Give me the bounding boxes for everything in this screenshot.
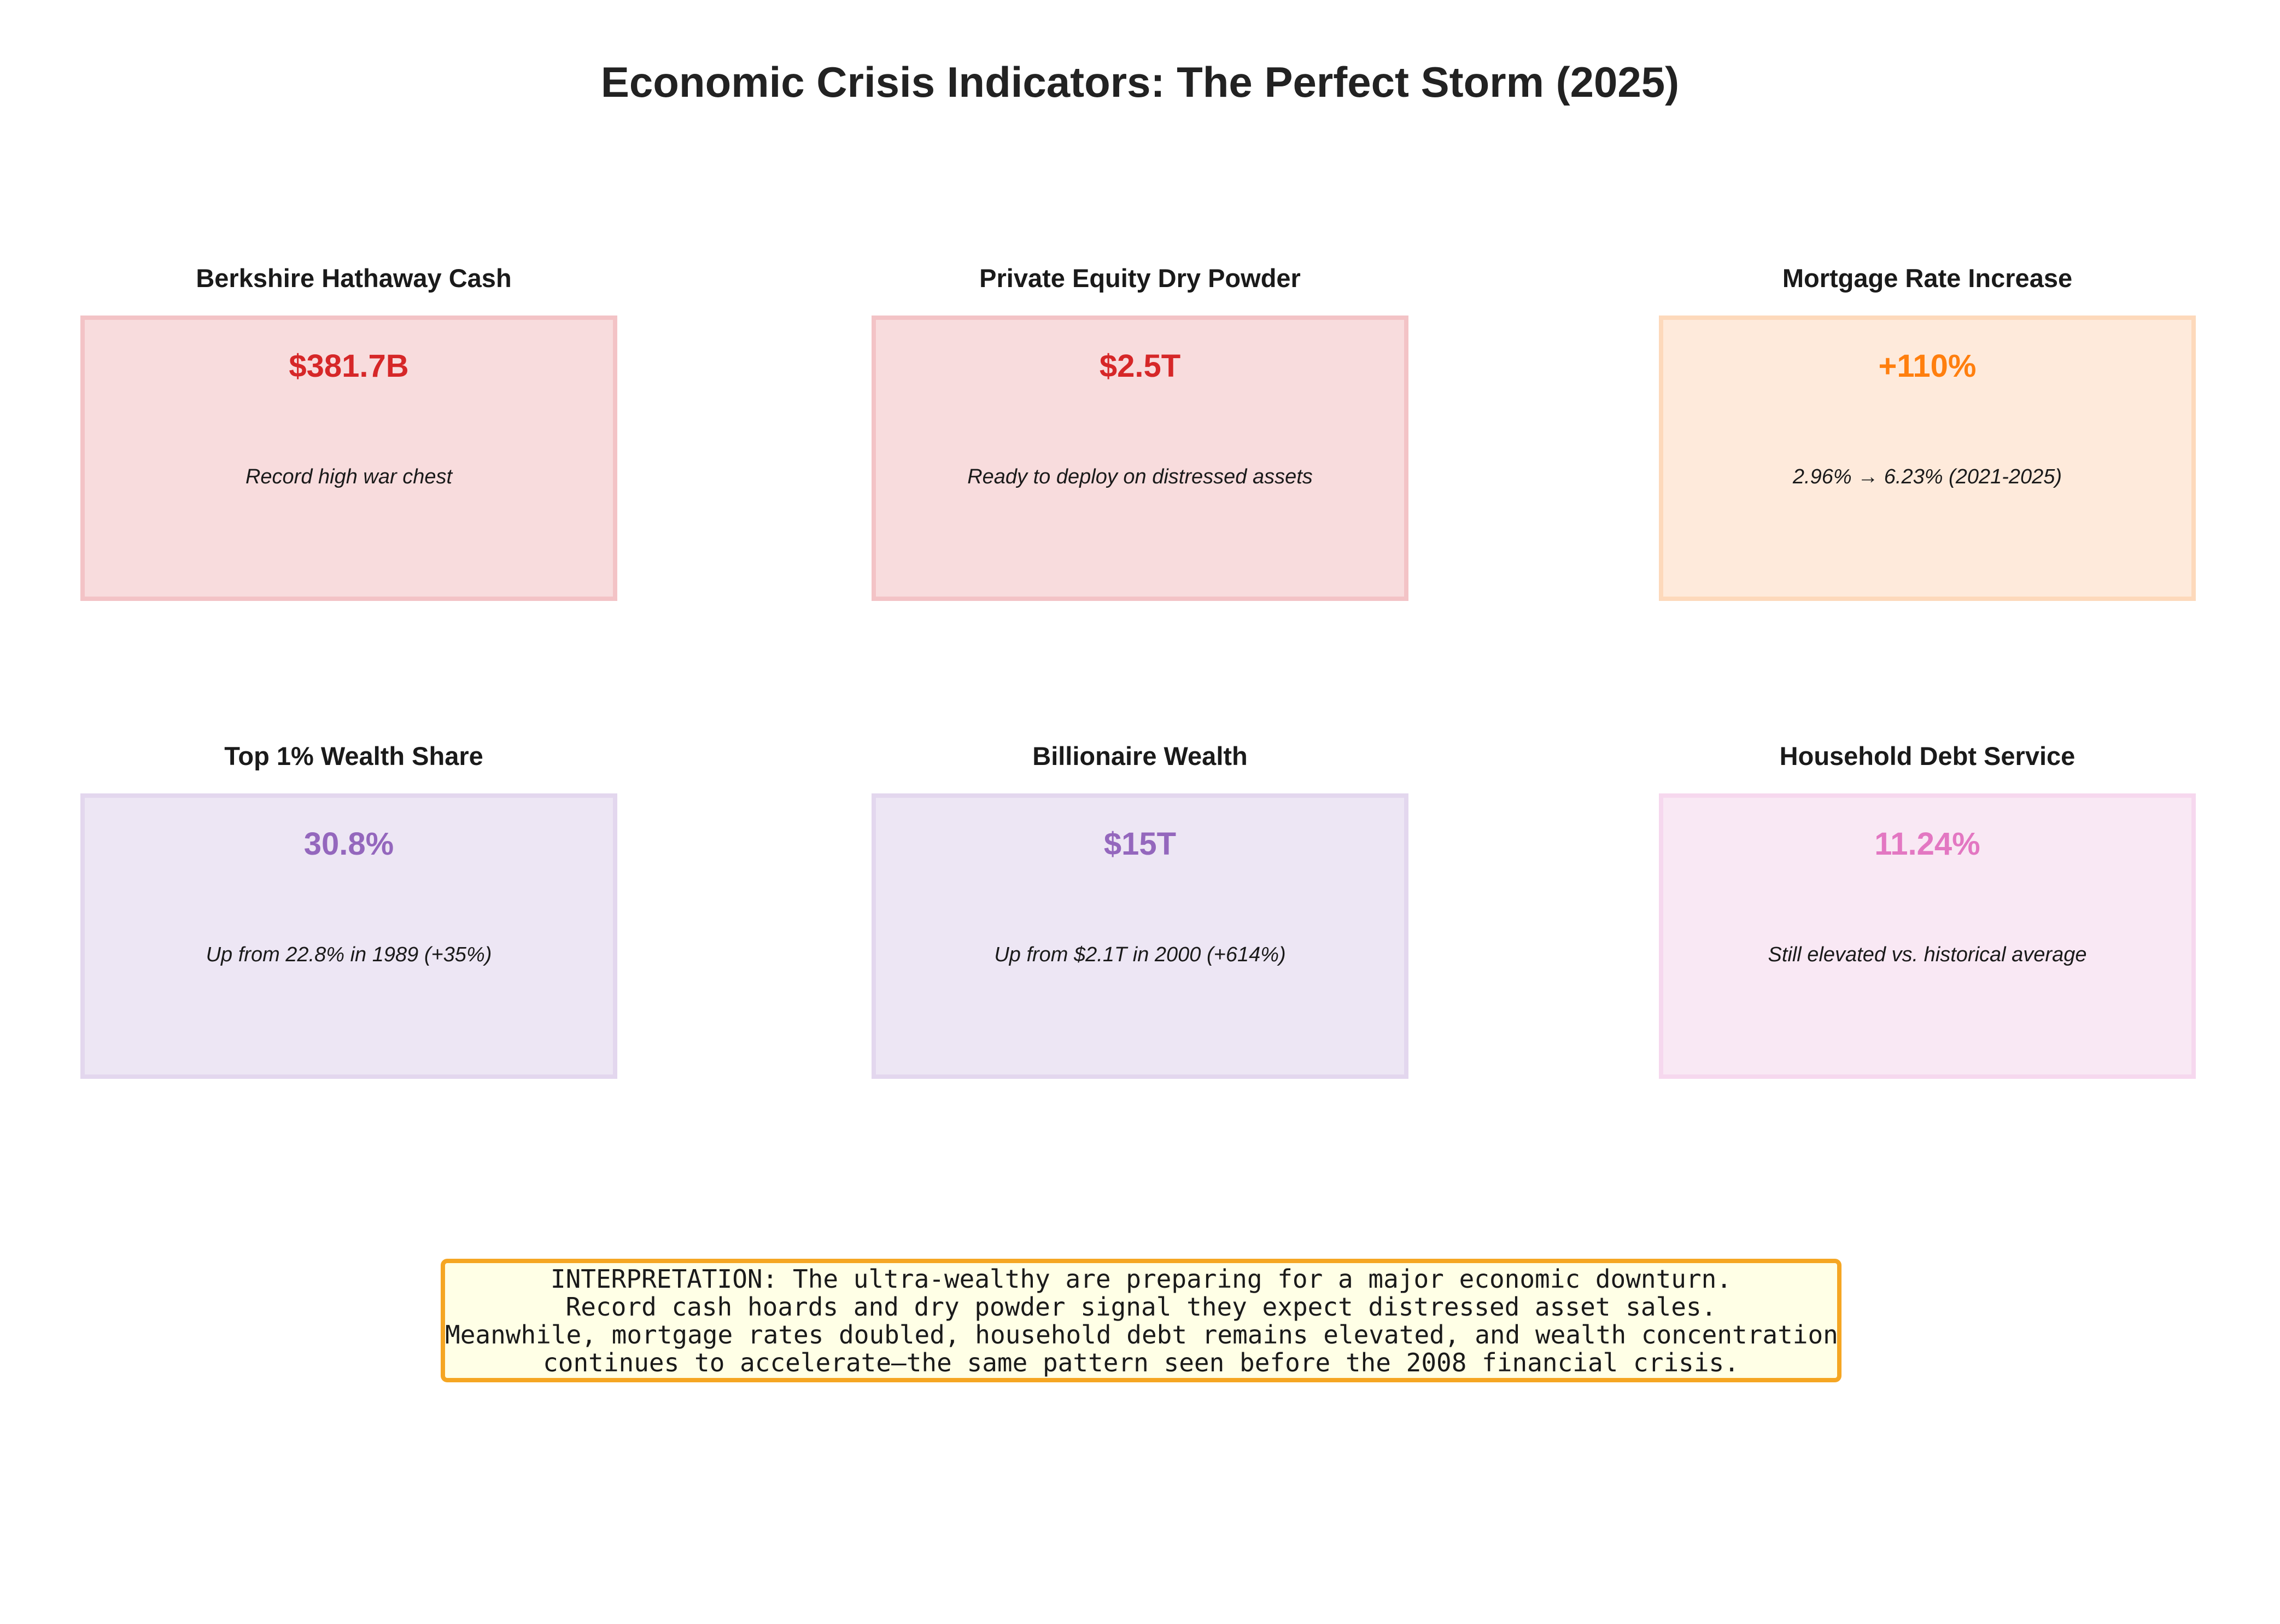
card-private-equity: $2.5T Ready to deploy on distressed asse… (872, 316, 1408, 601)
card-title-berkshire-cash: Berkshire Hathaway Cash (196, 264, 512, 293)
card-title-mortgage-rate: Mortgage Rate Increase (1782, 264, 2073, 293)
card-value: 30.8% (303, 826, 394, 862)
card-value: +110% (1878, 348, 1977, 384)
card-mortgage-rate: +110% 2.96% → 6.23% (2021-2025) (1659, 316, 2196, 601)
card-description: Ready to deploy on distressed assets (967, 465, 1313, 488)
card-value: $15T (1103, 826, 1177, 862)
card-billionaire-wealth: $15T Up from $2.1T in 2000 (+614%) (872, 793, 1408, 1079)
interpretation-line: Record cash hoards and dry powder signal… (565, 1292, 1717, 1322)
card-value: $381.7B (289, 348, 409, 384)
interpretation-line: continues to accelerate—the same pattern… (543, 1348, 1739, 1377)
card-household-debt: 11.24% Still elevated vs. historical ave… (1659, 793, 2196, 1079)
card-value: 11.24% (1874, 826, 1980, 862)
card-title-top-wealth-share: Top 1% Wealth Share (224, 741, 483, 770)
page-title: Economic Crisis Indicators: The Perfect … (600, 58, 1680, 106)
interpretation-box: INTERPRETATION: The ultra-wealthy are pr… (441, 1259, 1841, 1382)
card-title-private-equity: Private Equity Dry Powder (979, 264, 1301, 293)
card-title-household-debt: Household Debt Service (1779, 741, 2076, 770)
card-description: Record high war chest (245, 465, 453, 488)
card-description: Up from 22.8% in 1989 (+35%) (206, 943, 492, 966)
card-description: Still elevated vs. historical average (1768, 943, 2087, 966)
card-value: $2.5T (1099, 348, 1181, 384)
card-berkshire-cash: $381.7B Record high war chest (80, 316, 617, 601)
card-top-wealth-share: 30.8% Up from 22.8% in 1989 (+35%) (80, 793, 617, 1079)
interpretation-line: INTERPRETATION: The ultra-wealthy are pr… (550, 1264, 1732, 1294)
card-description: 2.96% → 6.23% (2021-2025) (1792, 465, 2062, 488)
interpretation-line: Meanwhile, mortgage rates doubled, house… (445, 1320, 1838, 1350)
card-description: Up from $2.1T in 2000 (+614%) (994, 943, 1286, 966)
card-title-billionaire-wealth: Billionaire Wealth (1032, 741, 1248, 770)
